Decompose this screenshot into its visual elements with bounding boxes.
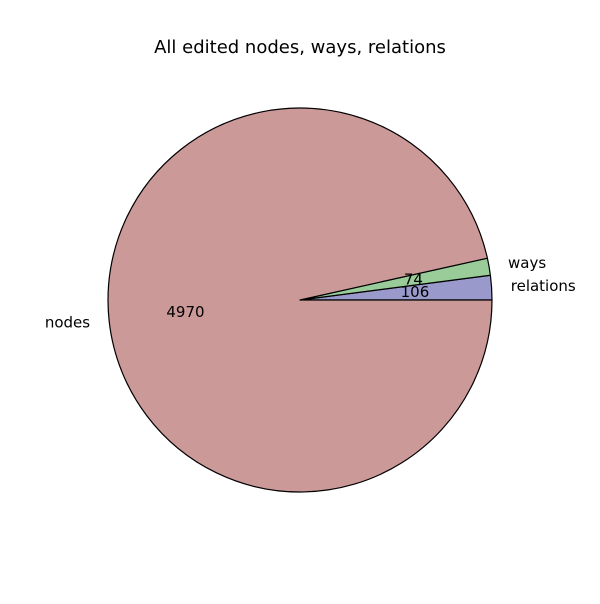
chart-title: All edited nodes, ways, relations xyxy=(154,37,446,58)
pie-slices xyxy=(107,107,493,493)
slice-label-ways: ways xyxy=(508,254,546,272)
value-label-relations: 106 xyxy=(401,283,430,301)
slice-label-relations: relations xyxy=(511,277,576,295)
value-label-ways: 74 xyxy=(404,271,423,289)
value-label-nodes: 4970 xyxy=(166,303,204,321)
slice-label-nodes: nodes xyxy=(45,314,90,332)
pie-slice-nodes xyxy=(107,107,493,493)
pie-labels: relations 106 ways 74 nodes 4970 xyxy=(45,254,576,332)
